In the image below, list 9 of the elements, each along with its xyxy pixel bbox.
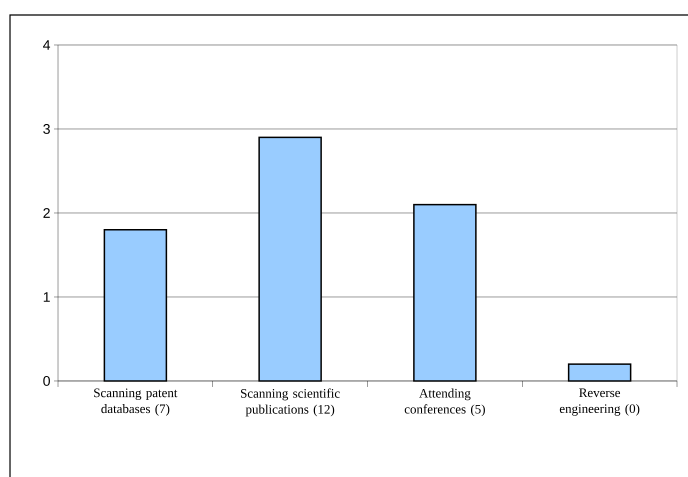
y-tick-label: 0 xyxy=(43,376,50,386)
x-tick-label: Scanning scientific publications (12) xyxy=(241,388,340,416)
y-tick-label: 4 xyxy=(43,40,50,50)
y-tick-label: 3 xyxy=(43,124,50,134)
x-tick-label: Attending conferences (5) xyxy=(404,388,485,416)
y-tick-label: 2 xyxy=(43,208,50,218)
x-tick-label: Scanning patent databases (7) xyxy=(94,388,178,416)
x-tick-label: Reverse engineering (0) xyxy=(560,388,640,416)
y-tick-label: 1 xyxy=(44,292,50,302)
